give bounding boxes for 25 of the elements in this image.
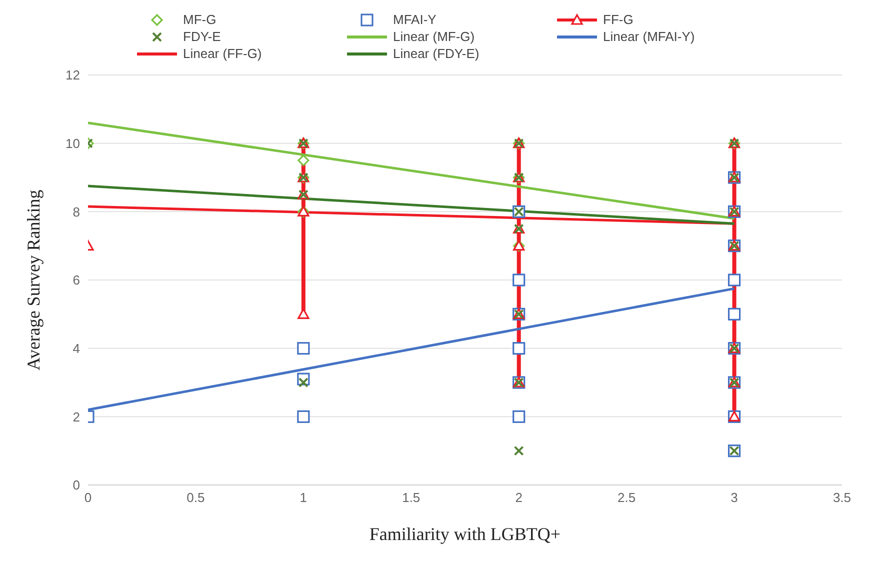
- y-tick-label: 2: [72, 409, 80, 424]
- x-axis-title: Familiarity with LGBTQ+: [369, 524, 561, 544]
- legend-label: FDY-E: [183, 29, 221, 44]
- legend-label: FF-G: [603, 12, 634, 27]
- x-tick-label: 0.5: [186, 490, 205, 506]
- y-tick-label: 6: [72, 272, 80, 288]
- y-axis-title: Average Survey Ranking: [23, 190, 44, 370]
- legend-label: Linear (MF-G): [393, 29, 475, 44]
- legend-label: Linear (FF-G): [183, 46, 262, 61]
- legend-label: Linear (FDY-E): [393, 46, 480, 61]
- x-tick-label: 2: [515, 490, 522, 506]
- y-tick-label: 0: [72, 478, 80, 493]
- legend-label: Linear (MFAI-Y): [603, 29, 695, 44]
- x-tick-label: 2.5: [618, 490, 636, 506]
- x-tick-label: 3.5: [832, 490, 852, 506]
- y-tick-label: 10: [66, 136, 80, 151]
- y-tick-label: 4: [72, 340, 80, 356]
- x-tick-label: 1.5: [402, 490, 420, 506]
- y-tick-label: 12: [66, 68, 80, 83]
- x-tick-label: 0: [84, 490, 92, 506]
- legend-label: MFAI-Y: [393, 12, 436, 27]
- x-tick-label: 1: [300, 490, 308, 506]
- legend-label: MF-G: [183, 12, 216, 27]
- x-tick-label: 3: [730, 490, 738, 506]
- y-tick-label: 8: [72, 204, 80, 220]
